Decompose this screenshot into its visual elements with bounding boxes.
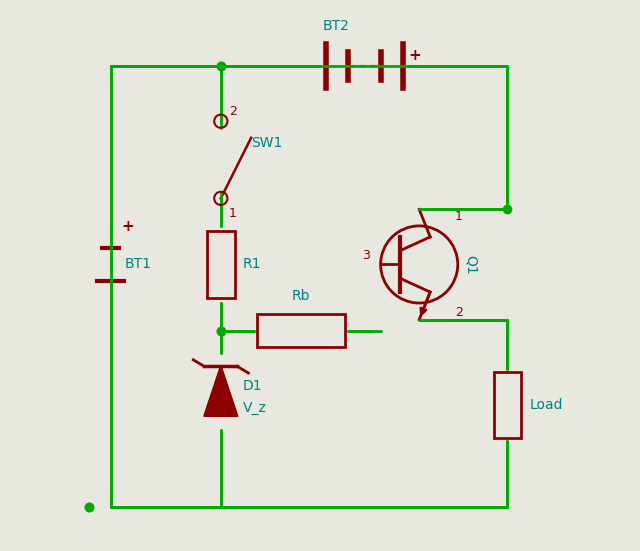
Text: 3: 3 [362, 249, 369, 262]
Text: 1: 1 [455, 210, 463, 223]
Text: +: + [122, 219, 134, 234]
Text: D1: D1 [243, 379, 262, 393]
Text: SW1: SW1 [251, 136, 282, 150]
Text: +: + [408, 48, 421, 63]
Text: Load: Load [529, 398, 563, 412]
Text: 1: 1 [229, 207, 237, 220]
Text: Rb: Rb [291, 289, 310, 303]
Text: R1: R1 [243, 257, 261, 272]
Text: V_z: V_z [243, 401, 267, 415]
Text: Q1: Q1 [463, 255, 477, 274]
Polygon shape [204, 366, 237, 416]
Text: 2: 2 [455, 306, 463, 319]
Text: 2: 2 [229, 105, 237, 118]
Text: BT1: BT1 [124, 257, 152, 272]
Text: BT2: BT2 [323, 19, 350, 33]
